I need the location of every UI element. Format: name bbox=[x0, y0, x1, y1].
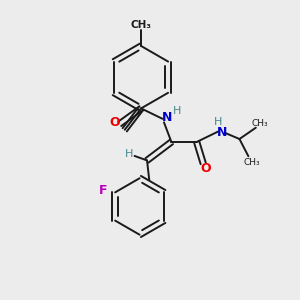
Text: O: O bbox=[109, 116, 120, 130]
Text: CH₃: CH₃ bbox=[251, 119, 268, 128]
Text: F: F bbox=[98, 184, 107, 197]
Text: CH₃: CH₃ bbox=[130, 20, 152, 30]
Text: N: N bbox=[161, 110, 172, 124]
Text: CH₃: CH₃ bbox=[243, 158, 260, 167]
Text: H: H bbox=[172, 106, 181, 116]
Text: N: N bbox=[216, 126, 227, 139]
Text: H: H bbox=[214, 117, 222, 127]
Text: H: H bbox=[125, 149, 134, 159]
Text: O: O bbox=[201, 162, 211, 175]
